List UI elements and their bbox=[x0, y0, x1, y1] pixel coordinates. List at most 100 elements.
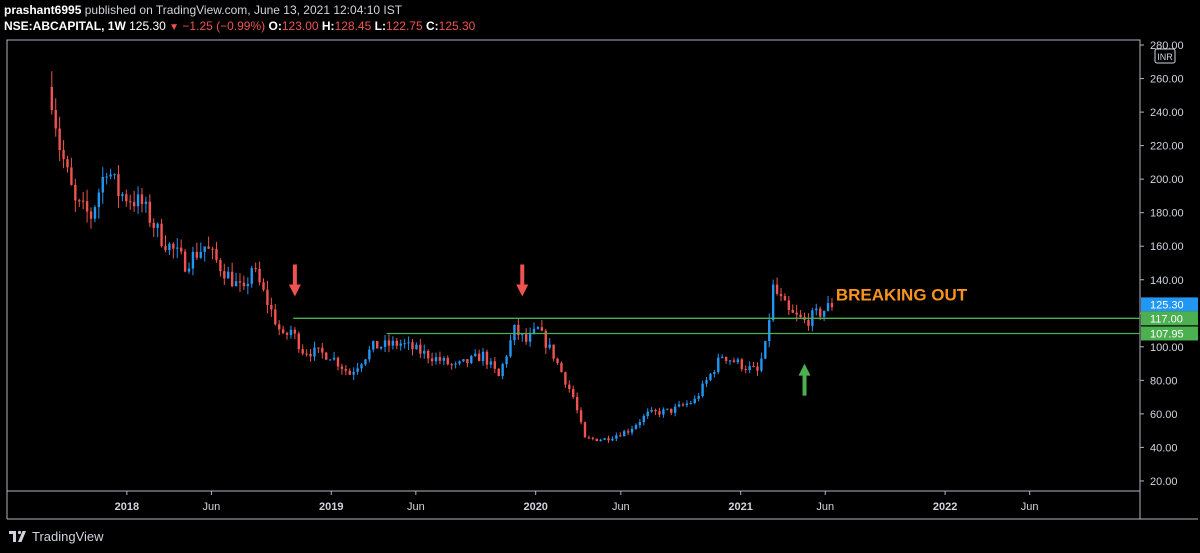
candle-body bbox=[230, 271, 234, 287]
candle-body bbox=[332, 357, 336, 360]
candle-body bbox=[403, 343, 406, 345]
candle-body bbox=[532, 328, 536, 334]
price-change: −1.25 (−0.99%) bbox=[182, 19, 266, 33]
candle-body bbox=[81, 200, 85, 202]
candle-body bbox=[724, 356, 728, 361]
candle-body bbox=[485, 351, 489, 365]
candle-body bbox=[97, 192, 101, 208]
candle-body bbox=[238, 281, 242, 283]
candle-body bbox=[583, 422, 587, 438]
candle-body bbox=[815, 308, 818, 311]
candle-body bbox=[199, 251, 202, 258]
published-text: published on TradingView.com, June 13, 2… bbox=[84, 3, 403, 17]
candle-body bbox=[352, 371, 355, 375]
candle-body bbox=[830, 303, 834, 308]
y-tick-label: 180.00 bbox=[1150, 208, 1184, 220]
x-tick-label: Jun bbox=[816, 501, 834, 513]
candle-body bbox=[70, 167, 73, 185]
candle-body bbox=[270, 305, 273, 310]
candle-body bbox=[430, 358, 434, 362]
candle-body bbox=[215, 249, 218, 261]
candle-body bbox=[203, 246, 206, 252]
price-chart[interactable]: 20.00 40.00 60.00 80.00 100.00 140.00 160.00 18… bbox=[0, 0, 1200, 521]
candle-body bbox=[670, 408, 673, 413]
publish-info: prashant6995 published on TradingView.co… bbox=[4, 2, 1194, 18]
candle-body bbox=[564, 372, 567, 385]
candle-body bbox=[685, 403, 689, 406]
candle-body bbox=[579, 410, 583, 423]
candle-body bbox=[454, 363, 457, 365]
y-tick-label: 260.00 bbox=[1150, 74, 1184, 86]
candle-body bbox=[360, 364, 363, 369]
candle-body bbox=[497, 368, 500, 377]
candle-body bbox=[775, 284, 779, 294]
candle-body bbox=[489, 361, 493, 365]
candle-body bbox=[234, 281, 238, 287]
candle-body bbox=[568, 384, 571, 390]
breaking-out-annotation[interactable]: BREAKING OUT bbox=[836, 286, 968, 305]
candle-body bbox=[411, 342, 414, 350]
candle-body bbox=[689, 403, 693, 405]
candle-body bbox=[481, 351, 485, 362]
candle-body bbox=[795, 312, 798, 315]
candle-body bbox=[666, 408, 669, 410]
plot-frame bbox=[6, 39, 1141, 492]
candle-body bbox=[619, 435, 622, 437]
candle-body bbox=[344, 368, 348, 371]
price-badge-label: 117.00 bbox=[1150, 313, 1183, 325]
candle-body bbox=[383, 340, 387, 347]
candle-body bbox=[348, 370, 351, 375]
author-name[interactable]: prashant6995 bbox=[4, 3, 82, 17]
candle-body bbox=[607, 438, 610, 441]
candle-body bbox=[364, 359, 367, 365]
candle-body bbox=[109, 174, 112, 177]
candle-body bbox=[517, 324, 520, 336]
candle-body bbox=[179, 247, 183, 252]
candle-body bbox=[328, 359, 332, 361]
x-tick-label: Jun bbox=[612, 501, 630, 513]
candle-body bbox=[136, 194, 140, 207]
candle-body bbox=[654, 409, 657, 412]
down-arrow-icon[interactable] bbox=[516, 264, 529, 297]
candle-body bbox=[250, 268, 253, 284]
ohlc-legend: NSE:ABCAPITAL, 1W 125.30 ▼ −1.25 (−0.99%… bbox=[4, 18, 1194, 36]
candle-body bbox=[168, 243, 171, 251]
candle-body bbox=[164, 246, 167, 251]
x-tick-label: Jun bbox=[1021, 501, 1039, 513]
candle-body bbox=[113, 174, 116, 176]
tradingview-brand[interactable]: TradingView bbox=[32, 529, 104, 544]
candle-body bbox=[544, 330, 547, 348]
open-label: O: bbox=[268, 19, 282, 33]
candle-body bbox=[129, 201, 132, 203]
candle-body bbox=[630, 428, 634, 433]
candle-body bbox=[125, 194, 128, 202]
candle-body bbox=[289, 329, 293, 335]
candle-body bbox=[783, 296, 787, 301]
candle-body bbox=[301, 349, 304, 354]
candle-body bbox=[152, 222, 155, 228]
x-tick-label: 2021 bbox=[728, 501, 752, 513]
up-arrow-icon[interactable] bbox=[798, 363, 811, 396]
y-tick-label: 240.00 bbox=[1150, 107, 1184, 119]
candle-body bbox=[356, 368, 359, 372]
candle-body bbox=[771, 284, 775, 321]
y-tick-label: 220.00 bbox=[1150, 141, 1184, 153]
candle-body bbox=[505, 356, 508, 365]
candle-body bbox=[509, 340, 512, 357]
candle-body bbox=[305, 353, 308, 355]
currency-badge[interactable] bbox=[1154, 48, 1176, 64]
candle-body bbox=[223, 271, 226, 279]
candle-body bbox=[407, 342, 410, 344]
candle-body bbox=[764, 341, 767, 359]
down-arrow-icon[interactable] bbox=[288, 264, 301, 297]
candle-body bbox=[650, 409, 653, 412]
candle-body bbox=[317, 347, 320, 349]
candle-body bbox=[470, 355, 473, 364]
tradingview-logo-icon[interactable] bbox=[9, 529, 27, 543]
candle-body bbox=[117, 174, 120, 197]
symbol-label[interactable]: NSE:ABCAPITAL, 1W bbox=[4, 19, 126, 33]
candle-body bbox=[740, 359, 743, 369]
candle-body bbox=[242, 282, 246, 287]
candle-body bbox=[313, 347, 316, 357]
candle-body bbox=[211, 248, 214, 250]
